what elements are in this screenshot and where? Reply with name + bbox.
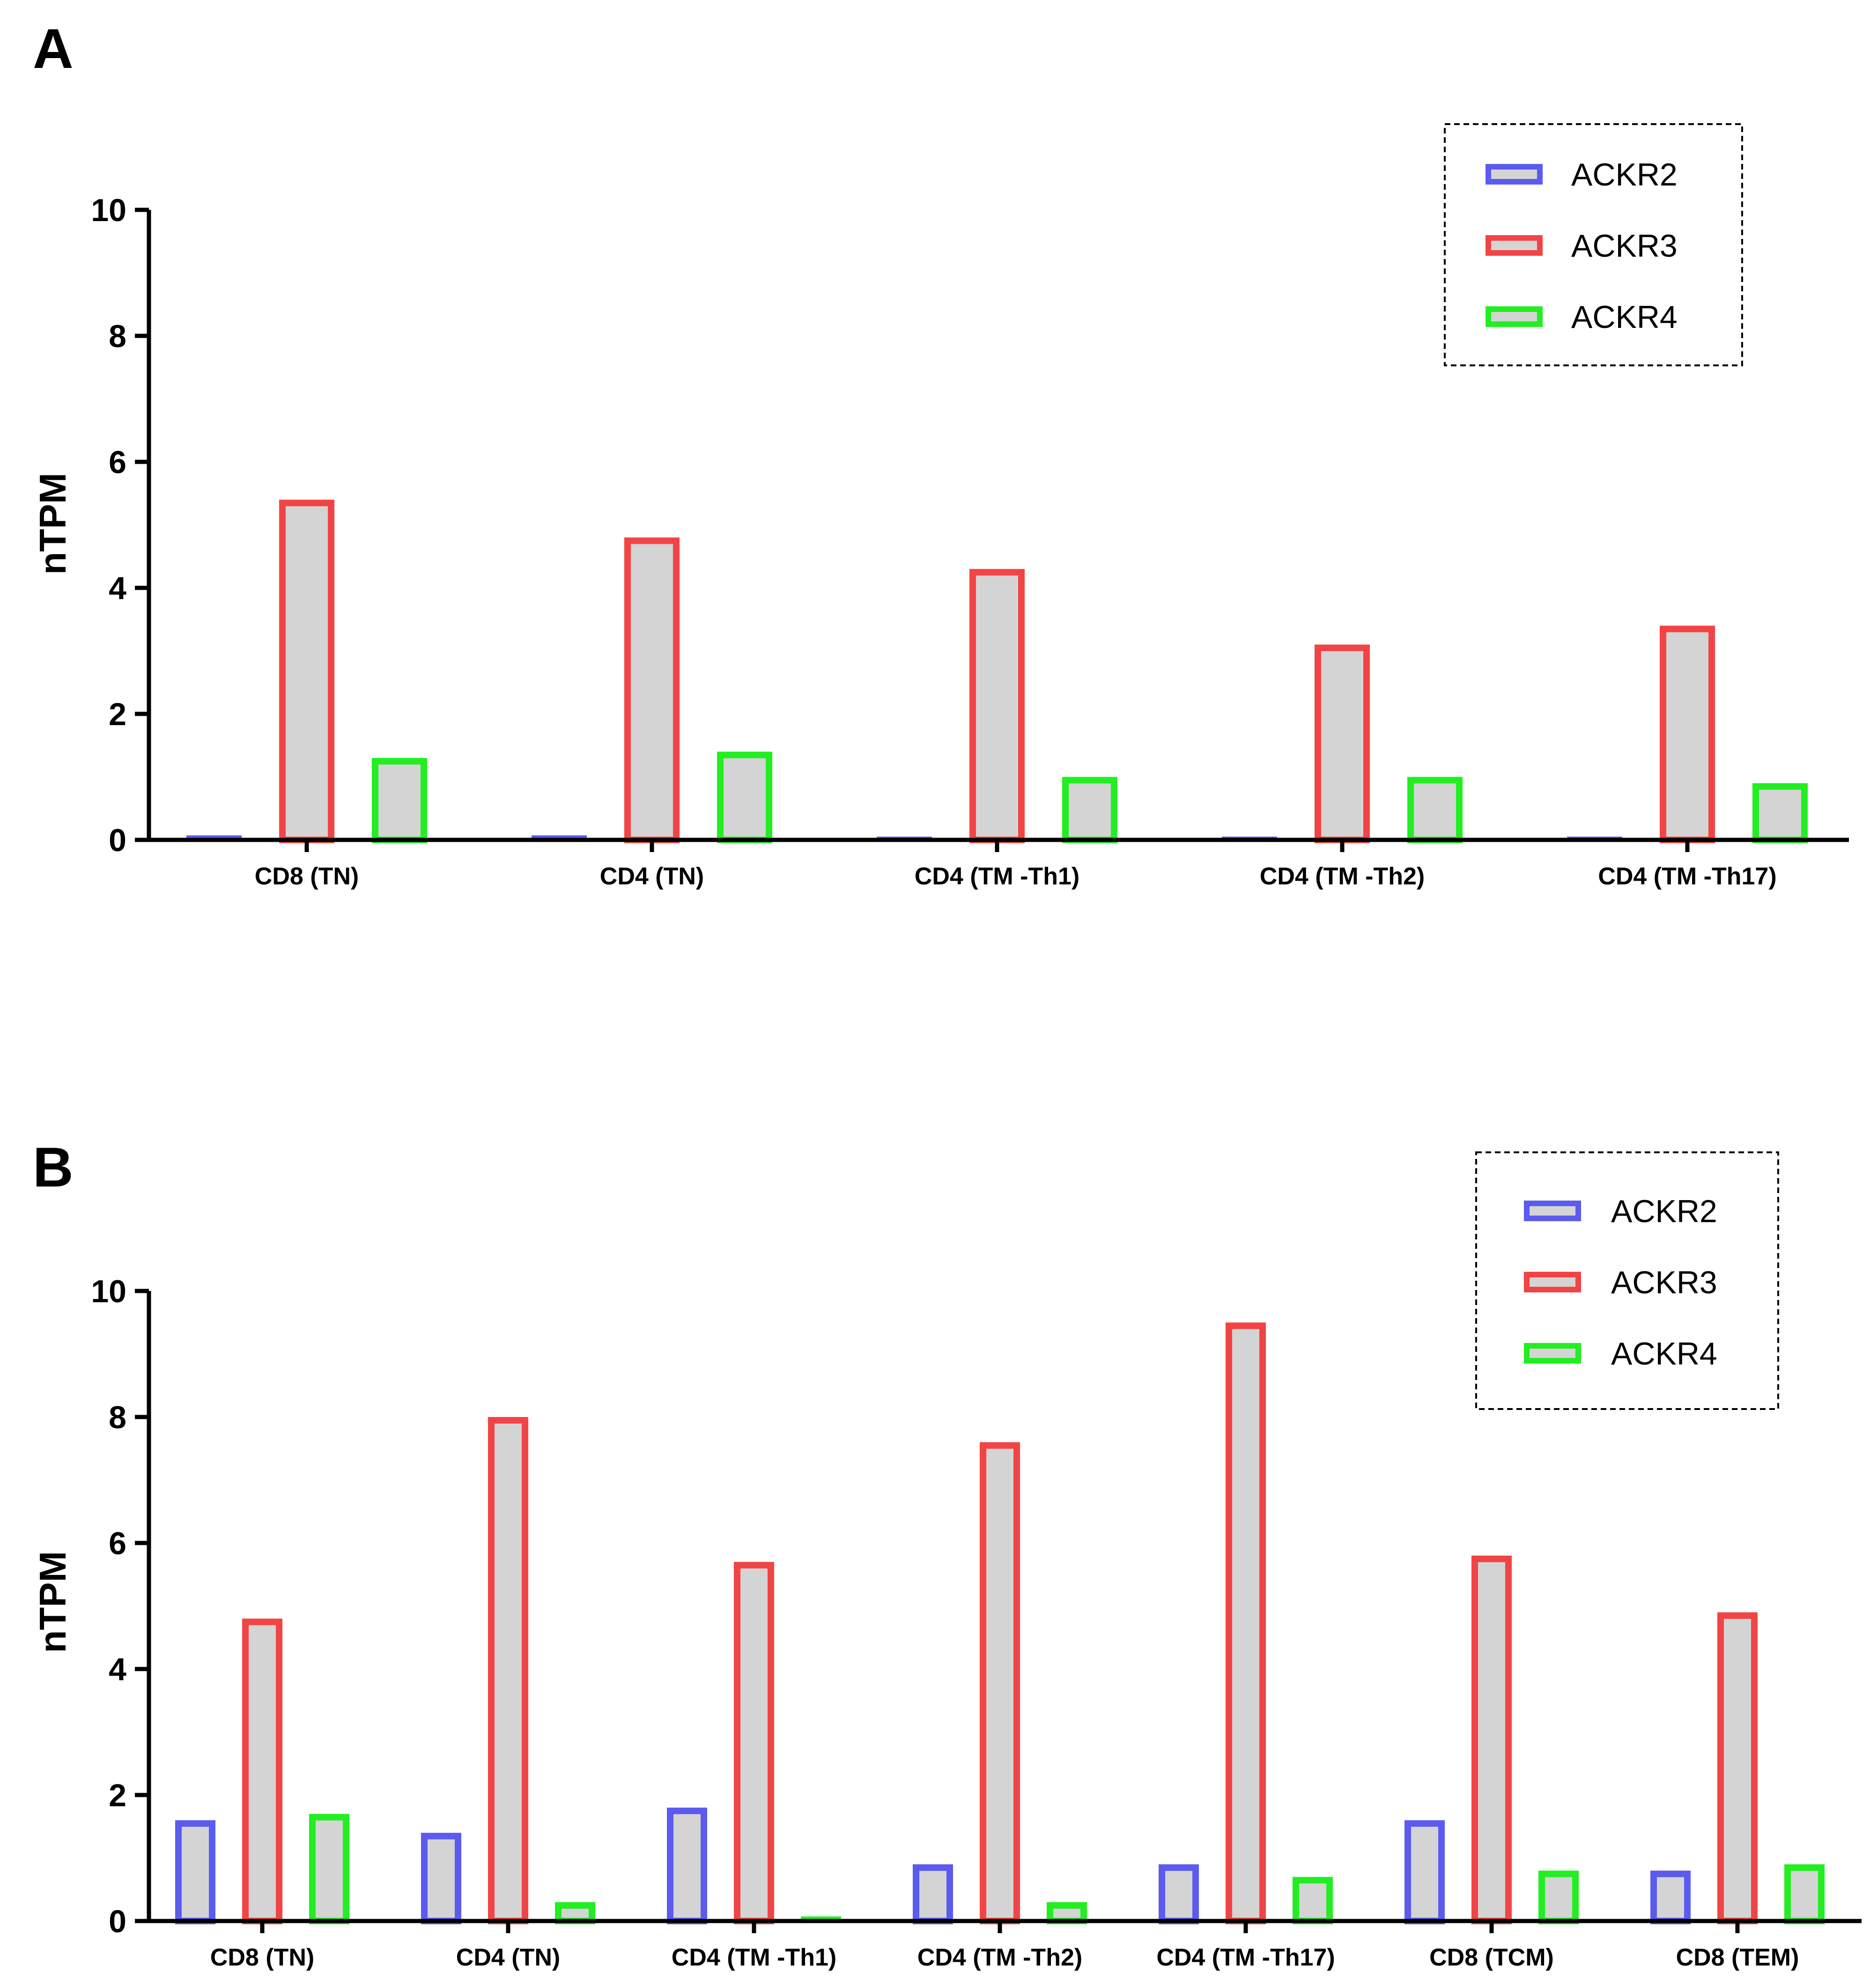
legend-swatch-b-ackr4 [1524,1343,1581,1364]
y-tick-label-b-6: 6 [109,1526,126,1561]
y-tick-label-a-10: 10 [91,193,126,228]
y-tick-label-a-4: 4 [109,571,126,606]
y-axis-label-b: nTPM [32,1551,74,1653]
bar-a-cd8-tn-ackr3 [279,499,334,843]
y-tick-label-b-0: 0 [109,1904,126,1939]
bar-b-cd8-tn-ackr4 [309,1814,349,1925]
bar-b-cd4-tn-ackr2 [421,1832,461,1924]
bar-b-cd8-tcm-ackr2 [1404,1820,1445,1925]
bar-a-cd4-tm-th2-ackr4 [1407,777,1463,843]
panel-a: A nTPM 0 2 4 6 8 10 CD8 (TN) CD4 (TN) CD4 (TM -T… [32,17,1849,890]
bar-a-cd4-tm-th17-ackr4 [1752,783,1808,843]
bar-b-cd8-tn-ackr3 [242,1618,282,1924]
legend-label-b-ackr2: ACKR2 [1611,1194,1717,1229]
bar-a-cd8-tn-ackr2 [186,835,242,840]
x-tick-label-b-cd4-tn: CD4 (TN) [456,1944,560,1971]
bar-b-cd8-tem-ackr3 [1717,1612,1758,1924]
panel-b: B nTPM 0 2 4 6 8 10 CD8 (TN) CD4 (TN) CD4 (TM -T… [32,1136,1862,1971]
bar-b-cd4-tm-th2-ackr3 [980,1442,1020,1925]
bar-b-cd4-tm-th17-ackr2 [1159,1864,1199,1924]
bar-a-cd4-tm-th1-ackr4 [1062,777,1117,843]
bar-a-cd4-tn-ackr4 [717,751,772,843]
bar-b-cd4-tm-th1-ackr3 [734,1562,774,1925]
panel-letter-a: A [33,17,74,80]
bar-b-cd8-tem-ackr2 [1650,1870,1691,1924]
x-tick-label-b-cd8-tem: CD8 (TEM) [1676,1944,1799,1971]
legend-label-b-ackr3: ACKR3 [1611,1265,1717,1300]
y-tick-label-a-0: 0 [109,823,126,858]
x-tick-label-b-cd8-tn: CD8 (TN) [210,1944,314,1971]
bar-a-cd4-tn-ackr2 [532,835,587,840]
bar-b-cd8-tn-ackr2 [175,1820,215,1925]
legend-a: ACKR2 ACKR3 ACKR4 [1444,123,1743,366]
bar-b-cd8-tcm-ackr3 [1471,1555,1512,1924]
y-tick-label-a-8: 8 [109,319,126,354]
y-tick-label-b-2: 2 [109,1778,126,1813]
y-tick-label-b-10: 10 [91,1274,126,1309]
legend-label-b-ackr4: ACKR4 [1611,1336,1717,1372]
bar-b-cd8-tcm-ackr4 [1538,1870,1579,1924]
x-tick-label-a-cd4-tn: CD4 (TN) [600,863,704,890]
legend-swatch-a-ackr3 [1486,235,1543,256]
x-tick-label-b-cd4-tm-th17: CD4 (TM -Th17) [1156,1944,1335,1971]
y-tick-label-b-8: 8 [109,1400,126,1435]
bar-b-cd4-tn-ackr4 [555,1902,595,1924]
legend-box-a [1444,123,1743,366]
panel-letter-b: B [33,1136,74,1199]
bar-a-cd8-tn-ackr4 [372,758,427,844]
y-tick-label-a-2: 2 [109,697,126,732]
bar-b-cd4-tm-th2-ackr4 [1047,1902,1087,1924]
y-axis-label-a: nTPM [32,473,74,575]
x-tick-label-a-cd8-tn: CD8 (TN) [255,863,359,890]
x-tick-label-b-cd4-tm-th1: CD4 (TM -Th1) [672,1944,836,1971]
legend-swatch-a-ackr4 [1486,306,1543,327]
x-tick-label-a-cd4-tm-th1: CD4 (TM -Th1) [915,863,1079,890]
y-tick-label-a-6: 6 [109,445,126,480]
bar-b-cd4-tn-ackr3 [488,1417,528,1924]
plot-area-a: 0 2 4 6 8 10 CD8 (TN) CD4 (TN) CD4 (TM -Th1) CD4 … [91,193,1849,890]
x-tick-label-a-cd4-tm-th2: CD4 (TM -Th2) [1260,863,1425,890]
legend-swatch-a-ackr2 [1486,164,1543,185]
bar-a-cd4-tn-ackr3 [624,537,680,843]
legend-b: ACKR2 ACKR3 ACKR4 [1475,1151,1779,1410]
bar-b-cd4-tm-th2-ackr2 [913,1864,953,1924]
bar-b-cd4-tm-th17-ackr4 [1293,1877,1333,1925]
bar-b-cd4-tm-th1-ackr4 [801,1916,841,1921]
plot-area-b: 0 2 4 6 8 10 CD8 (TN) CD4 (TN) CD4 (TM -Th1) CD4 … [91,1274,1862,1971]
x-tick-label-b-cd8-tcm: CD8 (TCM) [1429,1944,1554,1971]
bar-a-cd4-tm-th1-ackr3 [969,569,1025,843]
bar-b-cd8-tem-ackr4 [1784,1864,1825,1924]
legend-label-a-ackr3: ACKR3 [1571,228,1678,264]
legend-swatch-b-ackr2 [1524,1201,1581,1221]
legend-box-b [1475,1151,1779,1410]
legend-label-a-ackr4: ACKR4 [1571,299,1678,335]
bar-b-cd4-tm-th17-ackr3 [1226,1322,1266,1924]
legend-label-a-ackr2: ACKR2 [1571,157,1678,193]
x-tick-label-a-cd4-tm-th17: CD4 (TM -Th17) [1598,863,1776,890]
bar-a-cd4-tm-th17-ackr3 [1660,625,1715,843]
x-tick-label-b-cd4-tm-th2: CD4 (TM -Th2) [917,1944,1082,1971]
y-tick-label-b-4: 4 [109,1652,126,1687]
bar-a-cd4-tm-th2-ackr3 [1315,645,1370,844]
bar-b-cd4-tm-th1-ackr2 [667,1807,707,1924]
legend-swatch-b-ackr3 [1524,1272,1581,1292]
